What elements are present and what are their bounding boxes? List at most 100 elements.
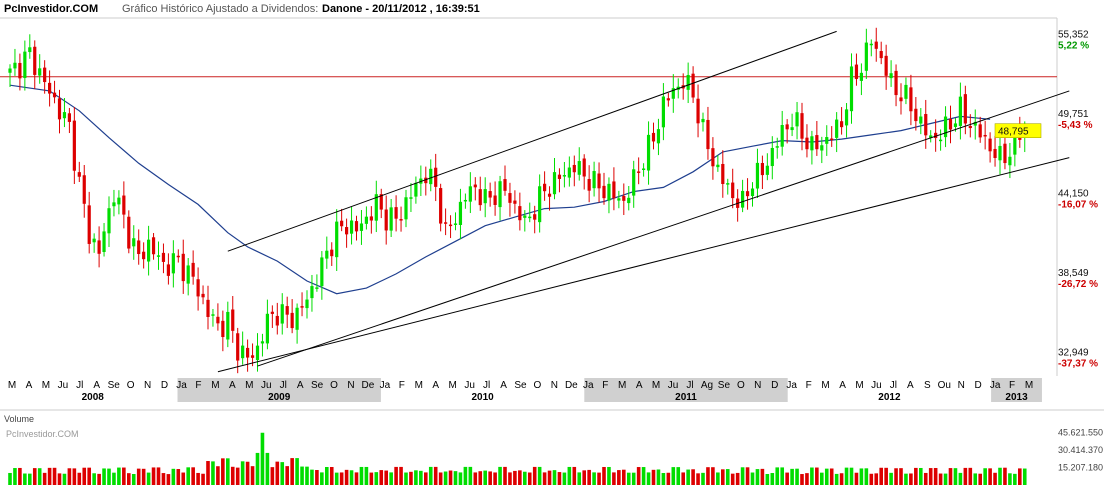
candle-body: [607, 183, 611, 201]
candle-body: [132, 238, 136, 247]
volume-bar: [978, 473, 982, 485]
candle-body: [869, 43, 873, 46]
candle-body: [716, 164, 720, 168]
month-label: Ju: [871, 380, 882, 391]
candle-body: [300, 306, 304, 308]
candle-body: [914, 108, 918, 122]
month-label: N: [958, 380, 965, 391]
month-label: A: [839, 380, 846, 391]
trendline: [257, 90, 1070, 367]
price-tick-pct: -16,07 %: [1058, 200, 1098, 211]
candle-body: [765, 165, 769, 175]
volume-bar: [894, 468, 898, 485]
candle-body: [686, 75, 690, 90]
candle-body: [854, 64, 859, 79]
candle-body: [557, 174, 562, 179]
volume-bar: [923, 472, 928, 485]
volume-bar: [102, 468, 106, 485]
volume-bar: [166, 474, 171, 485]
candle-body: [785, 124, 789, 130]
candle-body: [651, 132, 656, 142]
candle-body: [745, 191, 750, 197]
candle-body: [973, 121, 977, 126]
candle-body: [943, 116, 948, 138]
volume-bar: [206, 461, 210, 485]
volume-watermark: PcInvestidor.COM: [6, 429, 79, 439]
volume-bar: [983, 468, 987, 485]
candle-body: [518, 206, 522, 221]
volume-axis: 45.621.550 30.414.370 15.207.180: [1058, 428, 1103, 473]
volume-bar: [587, 469, 591, 485]
volume-bar: [315, 470, 319, 485]
candle-body: [879, 51, 883, 59]
candle-body: [28, 47, 32, 53]
candle-body: [790, 127, 794, 131]
candle-body: [364, 216, 368, 224]
candle-body: [656, 129, 661, 144]
volume-bar: [458, 472, 463, 485]
month-label: Jl: [483, 380, 490, 391]
candle-body: [171, 253, 175, 274]
volume-bar: [899, 468, 903, 485]
month-label: Ju: [261, 380, 272, 391]
candle-body: [325, 250, 329, 259]
candle-body: [958, 96, 962, 126]
volume-bar: [532, 466, 537, 485]
volume-bar: [280, 462, 285, 485]
volume-bar: [696, 473, 700, 485]
candle-body: [285, 306, 289, 315]
volume-bar: [730, 473, 735, 485]
volume-bar: [691, 469, 695, 485]
volume-bar: [864, 468, 869, 485]
chart-header: PcInvestidor.COM Gráfico Histórico Ajust…: [4, 3, 480, 15]
trendline: [227, 30, 837, 252]
candle-body: [142, 251, 146, 260]
volume-bar: [750, 472, 755, 485]
volume-bar: [443, 471, 448, 485]
volume-bar: [334, 472, 339, 485]
volume-bar: [874, 473, 879, 485]
volume-bar: [1022, 468, 1027, 485]
volume-bar: [740, 467, 745, 485]
volume-bar: [67, 468, 72, 485]
candle-body: [899, 97, 903, 102]
volume-bar: [8, 472, 12, 485]
candle-body: [701, 118, 705, 123]
volume-bar: [661, 473, 666, 485]
month-label: Ju: [464, 380, 475, 391]
candle-body: [547, 193, 552, 197]
volume-bar: [770, 473, 775, 485]
candle-body: [711, 148, 715, 167]
volume-bar: [602, 466, 606, 485]
candle-body: [612, 181, 616, 199]
volume-tick-label: 30.414.370: [1058, 445, 1103, 455]
volume-bar: [805, 473, 809, 485]
volume-bar: [211, 461, 215, 485]
year-band: [177, 378, 381, 402]
volume-bar: [448, 470, 453, 485]
candle-body: [582, 158, 586, 177]
candle-body: [191, 262, 195, 277]
candle-body: [458, 201, 463, 225]
volume-bar: [820, 472, 824, 485]
candle-body: [538, 186, 542, 223]
volume-bar: [97, 473, 101, 485]
month-label: Se: [311, 380, 324, 391]
candle-body: [820, 145, 824, 151]
candle-body: [889, 73, 893, 79]
month-label: F: [806, 380, 812, 391]
candle-body: [246, 347, 250, 358]
volume-bar: [42, 472, 47, 485]
volume-bar: [468, 466, 473, 485]
candle-body: [988, 138, 992, 152]
month-label: De: [565, 380, 578, 391]
month-label: N: [144, 380, 151, 391]
month-label: Ju: [668, 380, 679, 391]
volume-bar: [844, 467, 849, 485]
candle-body: [983, 134, 987, 137]
volume-bar: [240, 461, 245, 485]
candle-body: [706, 119, 710, 150]
volume-bar: [433, 466, 438, 485]
chart-subtitle: Gráfico Histórico Ajustado a Dividendos:: [122, 3, 318, 15]
candle-body: [775, 146, 779, 148]
